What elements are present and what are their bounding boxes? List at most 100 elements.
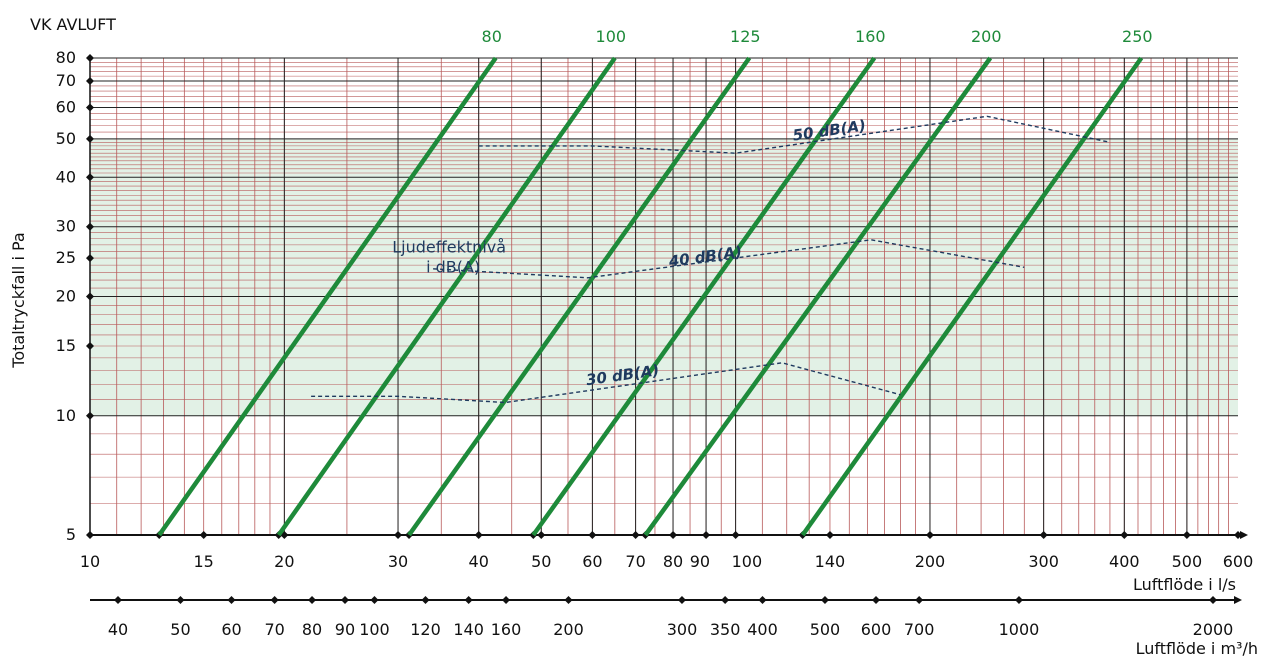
- x-axis-label: Luftflöde i l/s: [1133, 575, 1236, 594]
- x-tick-marker: [825, 531, 834, 539]
- series-line-80: [157, 56, 498, 537]
- x2-tick-label: 2000: [1193, 620, 1234, 639]
- series-label-100: 100: [596, 27, 627, 46]
- grid-layer: [89, 57, 1238, 535]
- y-tick-marker: [86, 341, 94, 350]
- series-layer: [157, 56, 1144, 537]
- x-tick-label: 30: [388, 552, 408, 571]
- series-label-250: 250: [1122, 27, 1153, 46]
- x-tick-label: 40: [469, 552, 489, 571]
- x-tick-label: 140: [815, 552, 846, 571]
- y-tick-label: 30: [56, 217, 76, 236]
- x2-tick-label: 70: [264, 620, 284, 639]
- x2-tick-marker: [502, 596, 511, 604]
- x-tick-marker: [669, 531, 678, 539]
- x-tick-label: 600: [1223, 552, 1254, 571]
- x2-tick-marker: [820, 596, 829, 604]
- x2-tick-marker: [915, 596, 924, 604]
- x-tick-marker: [925, 531, 934, 539]
- x2-tick-label: 300: [667, 620, 698, 639]
- x-tick-label: 50: [531, 552, 551, 571]
- x2-tick-marker: [227, 596, 236, 604]
- y-tick-marker: [86, 134, 94, 143]
- x2-tick-label: 100: [359, 620, 390, 639]
- y-tick-label: 40: [56, 167, 76, 186]
- sound-curves-layer: [311, 115, 1111, 404]
- x-tick-label: 100: [732, 552, 763, 571]
- x2-tick-label: 60: [221, 620, 241, 639]
- sound-curve: [311, 362, 901, 404]
- y-tick-marker: [86, 254, 94, 263]
- x-tick-marker: [537, 531, 546, 539]
- x-tick-marker: [1120, 531, 1129, 539]
- x2-tick-marker: [1209, 596, 1217, 604]
- x-tick-label: 20: [274, 552, 294, 571]
- x2-tick-marker: [421, 596, 430, 604]
- series-line-100: [276, 56, 617, 537]
- y-tick-label: 25: [56, 248, 76, 267]
- annotation-line-2: i dB(A): [426, 257, 480, 276]
- y-tick-label: 50: [56, 129, 76, 148]
- x2-tick-marker: [758, 596, 767, 604]
- y-tick-marker: [86, 76, 94, 85]
- y-tick-label: 20: [56, 287, 76, 306]
- y-tick-marker: [86, 173, 94, 182]
- series-line-125: [407, 56, 752, 537]
- series-line-200: [643, 56, 993, 537]
- x2-tick-label: 120: [410, 620, 441, 639]
- x2-tick-label: 40: [108, 620, 128, 639]
- x-tick-marker: [1234, 531, 1242, 539]
- x2-tick-marker: [176, 596, 185, 604]
- x2-tick-label: 500: [810, 620, 841, 639]
- x-tick-marker: [199, 531, 208, 539]
- x-tick-label: 400: [1109, 552, 1140, 571]
- x2-tick-marker: [340, 596, 349, 604]
- x-tick-marker: [588, 531, 597, 539]
- x-tick-label: 500: [1172, 552, 1203, 571]
- x-tick-marker: [394, 531, 403, 539]
- x2-tick-marker: [114, 596, 122, 604]
- y-tick-marker: [86, 222, 94, 231]
- x2-tick-marker: [721, 596, 730, 604]
- x2-axis-arrow: [1234, 596, 1242, 604]
- x2-tick-marker: [1014, 596, 1023, 604]
- x-tick-marker: [474, 531, 483, 539]
- x2-tick-label: 700: [904, 620, 935, 639]
- y-tick-marker: [86, 411, 94, 420]
- x-tick-marker: [702, 531, 711, 539]
- plot-frame-layer: [86, 54, 1248, 604]
- x2-tick-marker: [464, 596, 473, 604]
- series-line-160: [531, 56, 877, 537]
- y-tick-label: 5: [66, 525, 76, 544]
- x2-axis-label: Luftflöde i m³/h: [1136, 639, 1258, 658]
- x2-tick-marker: [370, 596, 379, 604]
- y-tick-label: 60: [56, 97, 76, 116]
- x-tick-label: 60: [582, 552, 602, 571]
- series-label-200: 200: [971, 27, 1002, 46]
- sound-curve: [433, 239, 1025, 279]
- x-tick-label: 90: [690, 552, 710, 571]
- x-tick-label: 10: [80, 552, 100, 571]
- x2-tick-label: 50: [170, 620, 190, 639]
- y-tick-marker: [86, 531, 94, 539]
- shaded-band-layer: [90, 138, 1238, 416]
- x2-tick-marker: [270, 596, 279, 604]
- x-tick-marker: [731, 531, 740, 539]
- shaded-band: [90, 138, 1238, 416]
- x2-tick-marker: [872, 596, 881, 604]
- y-axis-label: Totaltryckfall i Pa: [9, 232, 28, 368]
- x-tick-label: 15: [194, 552, 214, 571]
- x-tick-marker: [1182, 531, 1191, 539]
- x-tick-marker: [1039, 531, 1048, 539]
- x2-tick-label: 1000: [999, 620, 1040, 639]
- series-label-160: 160: [855, 27, 886, 46]
- x2-tick-label: 80: [302, 620, 322, 639]
- x-tick-marker: [631, 531, 640, 539]
- x2-tick-label: 160: [491, 620, 522, 639]
- y-tick-label: 80: [56, 48, 76, 67]
- series-label-125: 125: [730, 27, 761, 46]
- x2-tick-label: 400: [747, 620, 778, 639]
- x2-tick-marker: [308, 596, 317, 604]
